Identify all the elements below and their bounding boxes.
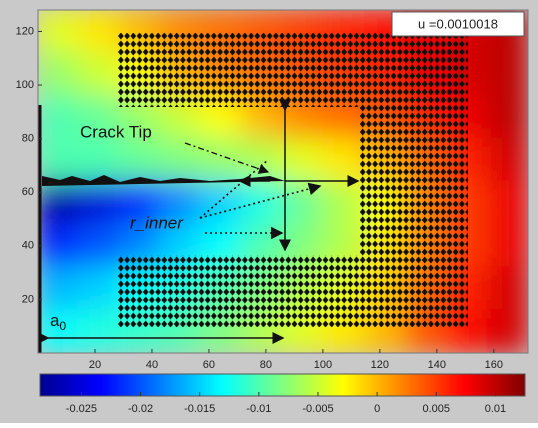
heat-cell [487, 52, 530, 97]
figure: Crack Tip r_inner a0 u =0.0010018 204060… [0, 0, 538, 423]
colorbar-tick-label: -0.02 [128, 403, 153, 415]
colorbar-tick-label: 0.005 [423, 403, 451, 415]
a0-sub: 0 [59, 319, 66, 333]
x-tick-label: 140 [428, 359, 446, 371]
heat-cell [242, 181, 285, 226]
y-tick-label: 120 [16, 25, 34, 37]
crack-tip-label: Crack Tip [80, 122, 152, 141]
heat-cell [199, 138, 242, 183]
heat-cell [76, 138, 119, 183]
x-tick-label: 100 [314, 359, 332, 371]
y-tick-label: 100 [16, 79, 34, 91]
heat-cell [242, 138, 285, 183]
x-tick-label: 60 [203, 359, 215, 371]
heat-cell [76, 223, 119, 268]
point-grid [118, 255, 468, 327]
colorbar-tick-label: -0.01 [246, 403, 271, 415]
heat-cell [76, 52, 119, 97]
heat-cell [37, 181, 80, 226]
point-grid [118, 33, 468, 107]
colorbar-tick-label: 0.01 [485, 403, 506, 415]
heat-cell [321, 138, 364, 183]
heat-cell [76, 266, 119, 311]
heat-cell [487, 181, 530, 226]
y-tick-label: 40 [22, 240, 34, 252]
heat-cell [487, 223, 530, 268]
heat-cell [76, 181, 119, 226]
x-tick-label: 40 [146, 359, 158, 371]
colorbar-tick-label: -0.015 [184, 403, 215, 415]
colorbar-tick-label: -0.025 [66, 403, 97, 415]
y-tick-label: 20 [22, 293, 34, 305]
heat-cell [37, 95, 80, 140]
heat-cell [282, 138, 325, 183]
x-tick-label: 20 [89, 359, 101, 371]
x-tick-label: 80 [260, 359, 272, 371]
heat-cell [487, 309, 530, 354]
colorbar-tick-label: 0 [374, 403, 380, 415]
heat-cell [37, 9, 80, 54]
heat-cell [37, 223, 80, 268]
x-tick-label: 160 [485, 359, 503, 371]
heat-cell [76, 309, 119, 354]
heat-cell [119, 138, 162, 183]
y-tick-label: 60 [22, 186, 34, 198]
heat-cell [487, 266, 530, 311]
point-grid [360, 107, 468, 255]
x-tick-label: 120 [371, 359, 389, 371]
heat-cell [159, 138, 202, 183]
heat-cell [487, 95, 530, 140]
colorbar [40, 374, 525, 396]
y-tick-label: 80 [22, 133, 34, 145]
heat-cell [37, 266, 80, 311]
colorbar-tick-label: -0.005 [302, 403, 333, 415]
heat-cell [487, 138, 530, 183]
annotation-text: u =0.0010018 [418, 16, 498, 31]
heat-cell [321, 181, 364, 226]
heat-cell [37, 138, 80, 183]
heat-cell [76, 9, 119, 54]
heat-cell [37, 52, 80, 97]
r-inner-label: r_inner [130, 213, 184, 232]
